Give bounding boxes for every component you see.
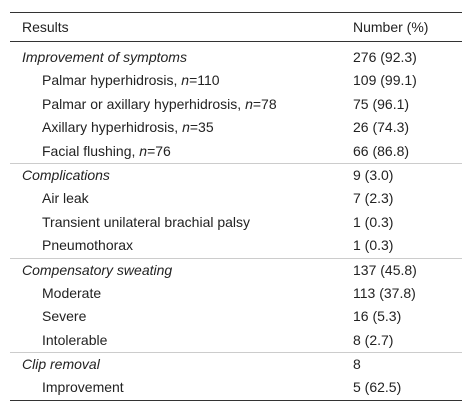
label-part: n xyxy=(182,119,190,136)
item-row: Improvement 5 (62.5) xyxy=(10,376,462,399)
item-value: 16 (5.3) xyxy=(353,308,402,325)
item-value: 26 (74.3) xyxy=(353,119,410,136)
label-part: =35 xyxy=(189,119,214,136)
label-part: n xyxy=(181,72,190,89)
label-part: Palmar or axillary hyperhidrosis, xyxy=(42,95,246,112)
item-label: Transient unilateral brachial palsy xyxy=(42,211,250,234)
item-value: 109 (99.1) xyxy=(353,72,417,89)
item-value: 1 (0.3) xyxy=(353,213,394,230)
group-label: Clip removal xyxy=(22,356,100,373)
label-part: Facial flushing, xyxy=(42,142,140,159)
header-cell: Results xyxy=(22,19,69,35)
group-row: Compensatory sweating 137 (45.8) xyxy=(10,257,462,282)
group-value: 137 (45.8) xyxy=(353,261,417,278)
item-value: 66 (86.8) xyxy=(353,142,410,159)
label-part: n xyxy=(245,95,253,112)
group-label: Improvement of symptoms xyxy=(22,49,187,65)
label-part: n xyxy=(139,142,148,159)
item-label: Intolerable xyxy=(42,329,107,352)
item-row: Palmar or axillary hyperhidrosis, n=78 75… xyxy=(10,93,462,116)
item-label: Pneumothorax xyxy=(42,234,133,257)
label-part: Palmar hyperhidrosis, xyxy=(42,72,182,89)
item-label: Palmar or axillary hyperhidrosis, n=78 xyxy=(42,93,277,116)
item-row: Moderate 113 (37.8) xyxy=(10,282,462,305)
item-row: Palmar hyperhidrosis, n=110 109 (99.1) xyxy=(10,69,462,92)
label-part: Transient unilateral brachial palsy xyxy=(42,213,251,230)
header-row: Results Number (%) xyxy=(10,13,462,42)
label-part: Intolerable xyxy=(42,331,108,348)
item-row: Intolerable 8 (2.7) xyxy=(10,329,462,352)
item-row: Severe 16 (5.3) xyxy=(10,305,462,328)
item-value: 75 (96.1) xyxy=(353,95,410,112)
label-part: =76 xyxy=(147,142,171,159)
label-part: Severe xyxy=(42,308,87,325)
item-row: Facial flushing, n=76 66 (86.8) xyxy=(10,140,462,163)
item-label: Improvement xyxy=(42,376,124,399)
label-part: =78 xyxy=(252,95,277,112)
group-label: Complications xyxy=(22,166,110,183)
item-label: Moderate xyxy=(42,282,101,305)
label-part: Improvement xyxy=(42,379,124,396)
item-value: 8 (2.7) xyxy=(353,331,394,348)
label-part: Air leak xyxy=(42,190,89,207)
group-value: 9 (3.0) xyxy=(353,166,394,183)
group-value: 8 xyxy=(353,356,361,373)
item-value: 113 (37.8) xyxy=(353,284,416,301)
header-cell: Number (%) xyxy=(353,19,429,35)
group-row: Complications 9 (3.0) xyxy=(10,162,462,187)
label-part: Pneumothorax xyxy=(42,237,134,254)
item-row: Transient unilateral brachial palsy 1 (0.… xyxy=(10,211,462,234)
label-part: Moderate xyxy=(42,284,102,301)
item-label: Palmar hyperhidrosis, n=110 xyxy=(42,69,220,92)
item-value: 5 (62.5) xyxy=(353,379,402,396)
group-row: Clip removal 8 xyxy=(10,352,462,376)
item-row: Axillary hyperhidrosis, n=35 26 (74.3) xyxy=(10,116,462,139)
item-value: 1 (0.3) xyxy=(353,237,394,254)
item-row: Air leak 7 (2.3) xyxy=(10,187,462,210)
group-row: Improvement of symptoms 276 (92.3) xyxy=(10,46,462,69)
group-value: 276 (92.3) xyxy=(353,49,417,65)
label-part: Axillary hyperhidrosis, xyxy=(42,119,183,136)
item-value: 7 (2.3) xyxy=(353,190,394,207)
results-table: Results Number (%) Improvement of sympto… xyxy=(10,12,462,401)
item-label: Severe xyxy=(42,305,86,328)
item-row: Pneumothorax 1 (0.3) xyxy=(10,234,462,257)
group-label: Compensatory sweating xyxy=(22,261,173,278)
item-label: Facial flushing, n=76 xyxy=(42,140,171,163)
label-part: =110 xyxy=(189,72,220,89)
item-label: Air leak xyxy=(42,187,89,210)
item-label: Axillary hyperhidrosis, n=35 xyxy=(42,116,214,139)
